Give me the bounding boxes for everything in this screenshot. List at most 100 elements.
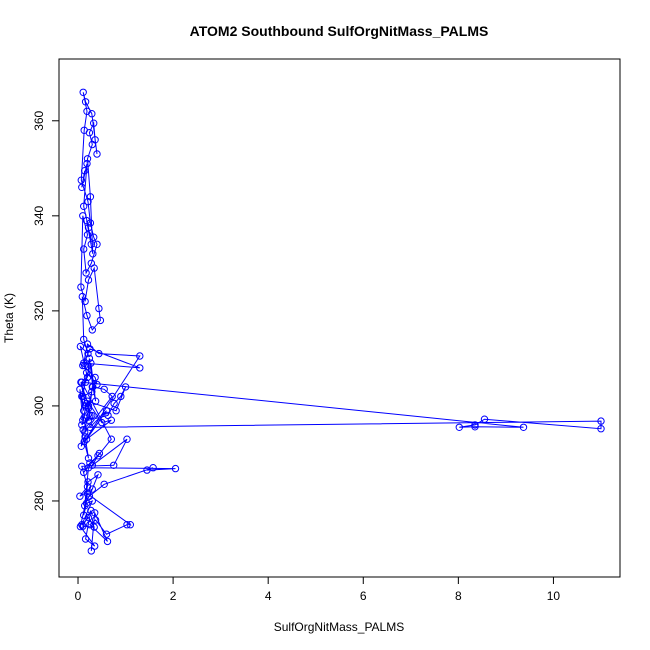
x-tick-label: 10 [547, 589, 561, 603]
data-point [88, 461, 97, 469]
data-point [117, 392, 125, 401]
data-point [79, 392, 87, 401]
data-point [136, 364, 144, 372]
data-point [79, 212, 87, 220]
data-point [91, 509, 99, 517]
data-point [455, 423, 463, 431]
data-point [82, 216, 91, 225]
data-point [83, 231, 92, 239]
data-point [85, 354, 94, 363]
data-point [81, 428, 89, 436]
data-point [84, 478, 92, 486]
x-tick-label: 2 [170, 589, 177, 603]
data-point [86, 521, 94, 529]
data-point [90, 523, 98, 531]
data-point [78, 292, 87, 301]
data-point [103, 537, 112, 546]
data-point [84, 404, 93, 412]
data-point [82, 435, 91, 443]
data-point [84, 224, 93, 232]
data-point [88, 485, 97, 493]
data-point [84, 416, 93, 424]
data-point [96, 316, 105, 325]
data-point [84, 454, 93, 462]
data-point [107, 416, 116, 424]
y-tick-label: 300 [32, 396, 46, 416]
data-point [93, 150, 101, 158]
data-series [76, 88, 605, 555]
data-point [108, 392, 116, 401]
x-tick-label: 0 [75, 589, 82, 603]
data-point [87, 240, 96, 249]
data-point [79, 88, 87, 97]
data-point [597, 417, 605, 425]
data-point [77, 283, 85, 291]
data-point [83, 397, 92, 405]
y-tick-label: 320 [32, 301, 46, 321]
data-point [107, 435, 116, 443]
x-axis: 0 2 4 6 8 10 [75, 576, 561, 603]
y-axis-label: Theta (K) [2, 293, 16, 343]
data-point [79, 361, 87, 370]
data-point [91, 136, 99, 144]
data-point [91, 516, 100, 524]
data-point [94, 471, 102, 479]
data-point [82, 369, 91, 377]
data-point [110, 399, 118, 408]
data-point [136, 352, 144, 360]
data-point [82, 269, 90, 277]
data-point [91, 373, 99, 382]
y-tick-label: 360 [32, 110, 46, 130]
data-point [90, 233, 98, 241]
data-point [87, 547, 96, 555]
data-point [84, 276, 93, 284]
data-point [87, 359, 95, 367]
data-point [80, 335, 88, 344]
data-point [78, 421, 86, 429]
data-point [86, 459, 94, 467]
data-point [80, 126, 88, 135]
data-point [77, 176, 86, 184]
data-point [87, 506, 95, 515]
data-point [519, 423, 528, 431]
data-point [91, 397, 100, 405]
data-point [88, 326, 97, 334]
data-point [88, 388, 96, 396]
data-point [83, 373, 92, 382]
x-tick-label: 4 [265, 589, 272, 603]
data-point [121, 383, 130, 391]
data-point [76, 385, 84, 393]
data-point [100, 385, 108, 393]
data-point [149, 464, 157, 472]
data-point [86, 423, 94, 431]
data-point [84, 349, 92, 358]
data-point [81, 98, 90, 106]
data-point [471, 421, 479, 429]
x-tick-label: 6 [360, 589, 367, 603]
data-point [95, 304, 103, 313]
y-axis: 280 300 320 340 360 [32, 110, 60, 511]
y-tick-label: 340 [32, 205, 46, 225]
data-point [78, 462, 86, 470]
data-point [76, 522, 85, 531]
data-point [597, 425, 605, 433]
data-point [81, 502, 89, 510]
data-point [76, 492, 84, 500]
data-point [86, 219, 95, 227]
data-point [143, 466, 151, 474]
data-point [84, 464, 93, 472]
x-axis-label: SulfOrgNitMass_PALMS [274, 620, 404, 634]
x-tick-label: 8 [455, 589, 462, 603]
data-point [78, 183, 86, 192]
data-point [112, 407, 120, 415]
data-point [81, 167, 89, 175]
data-point [81, 535, 90, 543]
data-point [471, 423, 479, 431]
data-point [88, 383, 97, 391]
data-point [89, 250, 97, 258]
data-point [90, 119, 98, 127]
data-point [98, 418, 106, 427]
data-point [83, 155, 92, 163]
data-point [110, 461, 118, 469]
